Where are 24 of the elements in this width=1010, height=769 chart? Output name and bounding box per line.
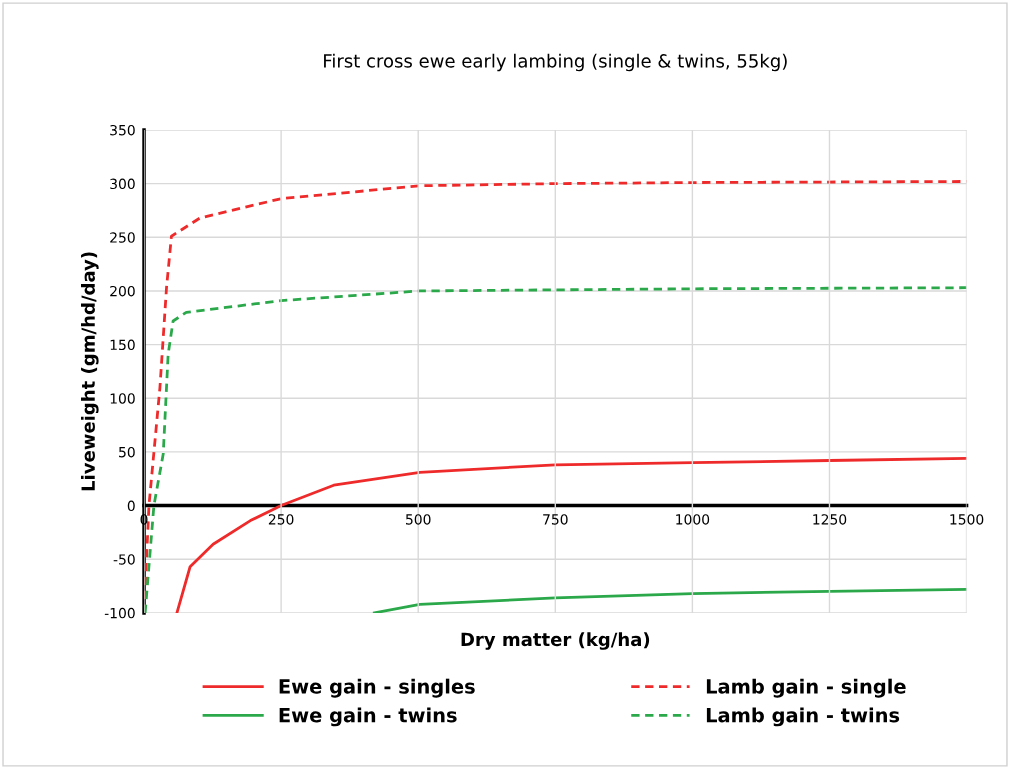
y-tick-label: 300 — [110, 178, 135, 190]
y-axis-title: Liveweight (gm/hd/day) — [81, 252, 99, 491]
x-tick-label: 500 — [406, 514, 431, 525]
chart-title: First cross ewe early lambing (single & twins, 55kg) — [324, 53, 787, 72]
legend-label: Ewe gain - twins — [279, 707, 457, 727]
y-tick-label: 250 — [110, 232, 135, 243]
y-tick-label: 350 — [110, 124, 135, 136]
legend-label: Ewe gain - singles — [279, 678, 475, 698]
x-tick-label: 750 — [543, 514, 568, 525]
legend-label: Lamb gain - twins — [706, 707, 900, 727]
y-tick-label: -50 — [113, 554, 135, 565]
y-tick-label: 50 — [119, 446, 135, 458]
x-tick-label: 250 — [268, 514, 294, 525]
y-tick-label: 200 — [110, 285, 135, 297]
y-tick-label: 100 — [110, 393, 135, 404]
y-tick-label: 150 — [110, 339, 135, 351]
legend-label: Lamb gain - single — [706, 678, 906, 698]
y-tick-label: -100 — [104, 607, 135, 619]
x-tick-label: 1500 — [950, 514, 984, 525]
y-tick-label: 0 — [127, 500, 135, 512]
x-tick-label: 1000 — [676, 514, 710, 525]
x-axis-title: Dry matter (kg/ha) — [461, 632, 650, 650]
line-series — [372, 587, 967, 613]
x-tick-label: 1250 — [813, 514, 847, 525]
